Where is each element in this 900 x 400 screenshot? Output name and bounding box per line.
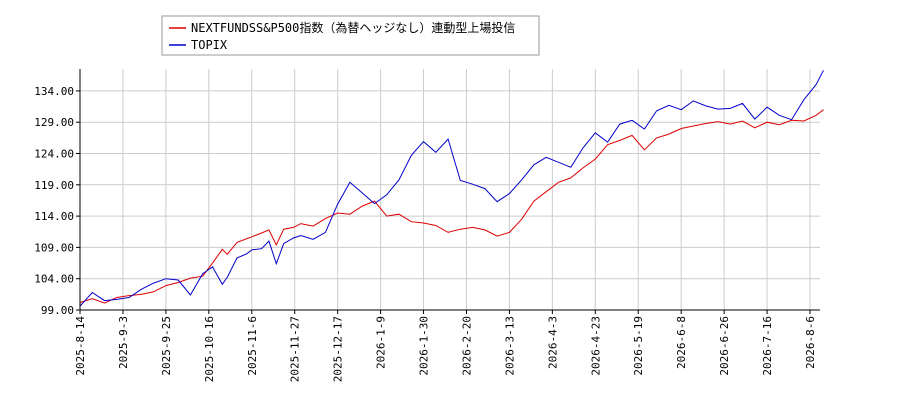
legend-label-nextfunds: NEXTFUNDSS&P500指数（為替ヘッジなし）連動型上場投信 [191, 20, 515, 35]
x-tick-label: 2026-3-13 [503, 316, 516, 376]
x-tick-label: 2026-2-20 [460, 316, 473, 376]
x-tick-label: 2025-11-6 [246, 316, 259, 376]
series-line-topix [79, 70, 824, 307]
y-tick-label: 104.00 [34, 273, 74, 286]
y-tick-label: 134.00 [34, 85, 74, 98]
legend-label-topix: TOPIX [191, 38, 228, 52]
x-tick-label: 2025-9-25 [160, 316, 173, 376]
tick-label-layer: 99.00 104.00 109.00 114.00 119.00 124.00 129.0… [34, 85, 817, 382]
y-tick-label: 124.00 [34, 148, 74, 161]
x-tick-label: 2025-8-14 [74, 316, 87, 376]
y-tick-label: 99.00 [41, 304, 74, 317]
x-tick-label: 2026-4-23 [589, 316, 602, 376]
series-line-nextfunds [79, 109, 824, 304]
x-tick-label: 2026-6-8 [675, 316, 688, 369]
grid-layer [79, 69, 820, 311]
x-tick-label: 2026-6-26 [718, 316, 731, 376]
y-tick-label: 119.00 [34, 179, 74, 192]
y-tick-label: 129.00 [34, 116, 74, 129]
y-tick-label: 114.00 [34, 210, 74, 223]
x-tick-label: 2025-9-3 [117, 316, 130, 369]
legend: NEXTFUNDSS&P500指数（為替ヘッジなし）連動型上場投信 TOPIX [161, 15, 540, 56]
x-tick-label: 2025-10-16 [203, 316, 216, 382]
x-tick-label: 2025-11-27 [289, 316, 302, 382]
axis-layer [76, 69, 820, 314]
x-tick-label: 2026-1-30 [418, 316, 431, 376]
x-tick-label: 2026-8-6 [804, 316, 817, 369]
y-tick-label: 109.00 [34, 241, 74, 254]
x-tick-label: 2026-4-3 [546, 316, 559, 369]
x-tick-label: 2025-12-17 [332, 316, 345, 382]
x-tick-label: 2026-7-16 [761, 316, 774, 376]
series-layer [79, 70, 824, 307]
x-tick-label: 2026-5-19 [632, 316, 645, 376]
x-tick-label: 2026-1-9 [375, 316, 388, 369]
legend-box [161, 15, 540, 56]
